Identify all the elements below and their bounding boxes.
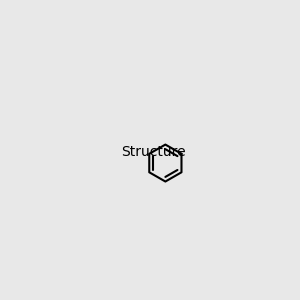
Text: Structure: Structure <box>122 145 186 158</box>
